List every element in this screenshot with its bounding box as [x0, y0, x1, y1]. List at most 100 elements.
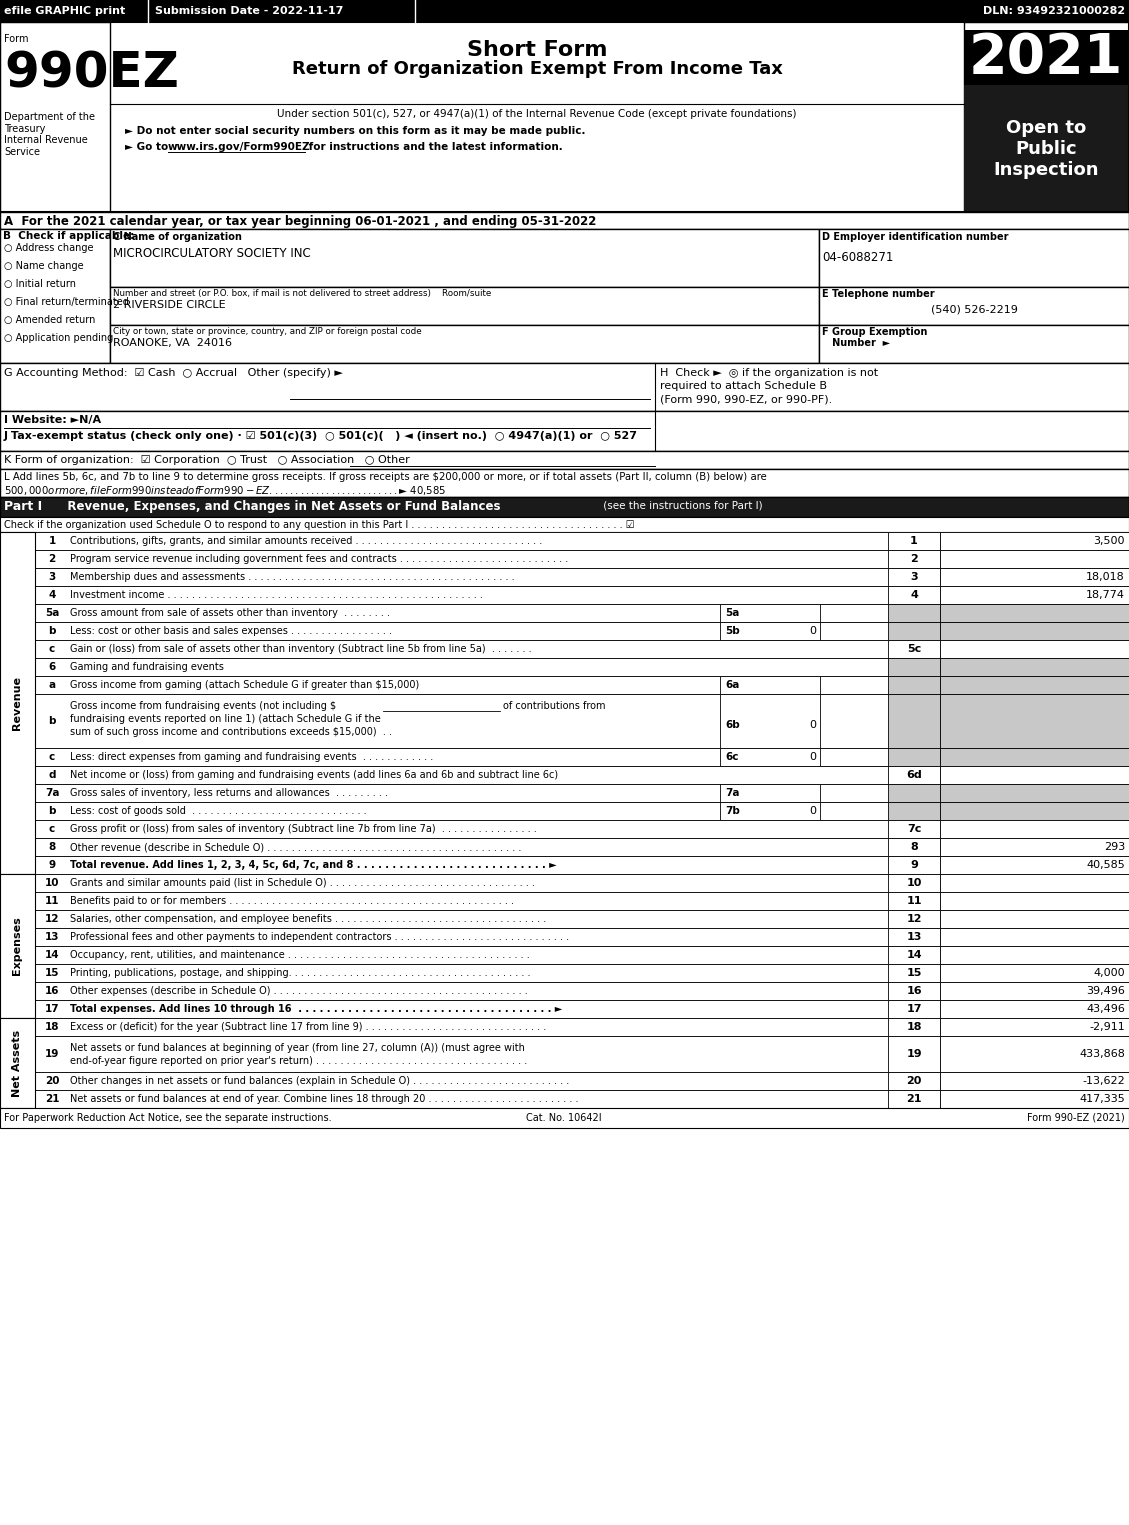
Text: Grants and similar amounts paid (list in Schedule O) . . . . . . . . . . . . . .: Grants and similar amounts paid (list in…: [70, 878, 535, 888]
Text: H  Check ►  ◎ if the organization is not: H Check ► ◎ if the organization is not: [660, 368, 878, 378]
Text: Check if the organization used Schedule O to respond to any question in this Par: Check if the organization used Schedule …: [5, 520, 634, 531]
Bar: [35, 964, 1129, 982]
Bar: [940, 802, 1129, 820]
Text: 12: 12: [907, 913, 921, 924]
Text: ○ Application pending: ○ Application pending: [5, 332, 113, 343]
Text: F Group Exemption: F Group Exemption: [822, 326, 927, 337]
Text: Excess or (deficit) for the year (Subtract line 17 from line 9) . . . . . . . . : Excess or (deficit) for the year (Subtra…: [70, 1022, 546, 1032]
Bar: [889, 1072, 940, 1090]
Text: ► Do not enter social security numbers on this form as it may be made public.: ► Do not enter social security numbers o…: [125, 127, 586, 136]
Text: Gross profit or (loss) from sales of inventory (Subtract line 7b from line 7a)  : Gross profit or (loss) from sales of inv…: [70, 824, 536, 834]
Bar: [940, 910, 1129, 929]
Bar: [889, 657, 940, 676]
Text: ○ Initial return: ○ Initial return: [5, 279, 76, 290]
Text: 0: 0: [809, 720, 816, 730]
Text: 5c: 5c: [907, 644, 921, 654]
Bar: [720, 802, 820, 820]
Bar: [940, 694, 1129, 747]
Text: DLN: 93492321000282: DLN: 93492321000282: [983, 6, 1124, 15]
Text: 3,500: 3,500: [1094, 535, 1124, 546]
Text: MICROCIRCULATORY SOCIETY INC: MICROCIRCULATORY SOCIETY INC: [113, 247, 310, 259]
Bar: [940, 766, 1129, 784]
Text: efile GRAPHIC print: efile GRAPHIC print: [5, 6, 125, 15]
Bar: [35, 1035, 1129, 1072]
Text: Less: cost or other basis and sales expenses . . . . . . . . . . . . . . . . .: Less: cost or other basis and sales expe…: [70, 625, 392, 636]
Bar: [889, 694, 940, 747]
Text: Net assets or fund balances at end of year. Combine lines 18 through 20 . . . . : Net assets or fund balances at end of ye…: [70, 1093, 578, 1104]
Bar: [35, 839, 1129, 856]
Text: 7a: 7a: [45, 788, 59, 798]
Text: 6a: 6a: [725, 680, 739, 689]
Text: Other expenses (describe in Schedule O) . . . . . . . . . . . . . . . . . . . . : Other expenses (describe in Schedule O) …: [70, 987, 527, 996]
Bar: [940, 622, 1129, 640]
Text: 0: 0: [809, 752, 816, 762]
Bar: [819, 287, 1129, 325]
Bar: [35, 802, 1129, 820]
Text: Part I: Part I: [5, 500, 42, 512]
Bar: [940, 551, 1129, 567]
Bar: [35, 946, 1129, 964]
Text: 39,496: 39,496: [1086, 987, 1124, 996]
Text: 990EZ: 990EZ: [5, 50, 178, 98]
Text: 15: 15: [907, 968, 921, 978]
Bar: [110, 287, 819, 325]
Bar: [720, 622, 820, 640]
Text: 16: 16: [45, 987, 59, 996]
Text: 7c: 7c: [907, 824, 921, 834]
Text: G Accounting Method:  ☑ Cash  ○ Accrual   Other (specify) ►: G Accounting Method: ☑ Cash ○ Accrual Ot…: [5, 368, 343, 378]
Bar: [889, 586, 940, 604]
Text: 2021: 2021: [969, 30, 1123, 85]
Bar: [889, 820, 940, 839]
Text: E Telephone number: E Telephone number: [822, 290, 935, 299]
Bar: [0, 497, 1129, 517]
Text: 21: 21: [45, 1093, 59, 1104]
Text: Number  ►: Number ►: [822, 339, 890, 348]
Text: 16: 16: [907, 987, 921, 996]
Bar: [35, 694, 1129, 747]
Bar: [35, 892, 1129, 910]
Text: Total expenses. Add lines 10 through 16  . . . . . . . . . . . . . . . . . . . .: Total expenses. Add lines 10 through 16 …: [70, 1003, 562, 1014]
Bar: [889, 856, 940, 874]
Text: OMB No. 1545-0047: OMB No. 1545-0047: [968, 30, 1073, 40]
Text: Professional fees and other payments to independent contractors . . . . . . . . : Professional fees and other payments to …: [70, 932, 569, 942]
Text: Gross income from fundraising events (not including $: Gross income from fundraising events (no…: [70, 702, 336, 711]
Text: c: c: [49, 752, 55, 762]
Bar: [35, 640, 1129, 657]
Bar: [940, 532, 1129, 551]
Text: 8: 8: [910, 842, 918, 852]
Bar: [35, 657, 1129, 676]
Text: C Name of organization: C Name of organization: [113, 232, 242, 242]
Bar: [35, 910, 1129, 929]
Text: 7a: 7a: [725, 788, 739, 798]
Bar: [889, 892, 940, 910]
Text: For Paperwork Reduction Act Notice, see the separate instructions.: For Paperwork Reduction Act Notice, see …: [5, 1113, 332, 1122]
Text: 14: 14: [45, 950, 60, 961]
Text: 4,000: 4,000: [1093, 968, 1124, 978]
Bar: [35, 1090, 1129, 1109]
Text: 21: 21: [907, 1093, 921, 1104]
Text: ○ Final return/terminated: ○ Final return/terminated: [5, 297, 129, 307]
Text: Investment income . . . . . . . . . . . . . . . . . . . . . . . . . . . . . . . : Investment income . . . . . . . . . . . …: [70, 590, 483, 599]
Text: ROANOKE, VA  24016: ROANOKE, VA 24016: [113, 339, 231, 348]
Text: Form 990-EZ (2021): Form 990-EZ (2021): [1027, 1113, 1124, 1122]
Text: Net income or (loss) from gaming and fundraising events (add lines 6a and 6b and: Net income or (loss) from gaming and fun…: [70, 770, 558, 779]
Bar: [889, 622, 940, 640]
Text: Open to
Public
Inspection: Open to Public Inspection: [994, 119, 1099, 178]
Bar: [940, 839, 1129, 856]
Bar: [0, 229, 110, 363]
Text: Net assets or fund balances at beginning of year (from line 27, column (A)) (mus: Net assets or fund balances at beginning…: [70, 1043, 525, 1052]
Text: 18: 18: [45, 1022, 59, 1032]
Bar: [964, 30, 1129, 85]
Text: 5a: 5a: [45, 608, 59, 618]
Text: 7b: 7b: [725, 807, 739, 816]
Text: Contributions, gifts, grants, and similar amounts received . . . . . . . . . . .: Contributions, gifts, grants, and simila…: [70, 535, 542, 546]
Text: c: c: [49, 824, 55, 834]
Bar: [35, 532, 1129, 551]
Text: 11: 11: [907, 897, 921, 906]
Bar: [0, 451, 1129, 470]
Bar: [889, 1035, 940, 1072]
Bar: [889, 982, 940, 1000]
Text: 19: 19: [907, 1049, 921, 1058]
Text: 3: 3: [910, 572, 918, 583]
Text: 20: 20: [907, 1077, 921, 1086]
